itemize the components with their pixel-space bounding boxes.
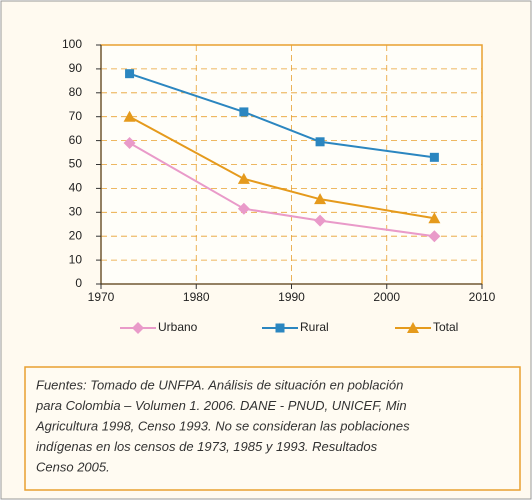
marker: [428, 230, 441, 243]
marker: [428, 212, 441, 224]
legend-label: Rural: [300, 320, 329, 334]
y-tick-label: 20: [69, 228, 83, 242]
y-tick-label: 30: [69, 204, 83, 218]
legend-label: Total: [433, 320, 458, 334]
y-tick-label: 80: [69, 85, 83, 99]
marker: [314, 193, 327, 205]
x-tick-label: 2010: [469, 290, 496, 304]
marker: [237, 172, 250, 184]
x-tick-label: 1990: [278, 290, 305, 304]
y-tick-label: 100: [62, 37, 82, 51]
marker: [132, 322, 144, 334]
x-tick-label: 2000: [373, 290, 400, 304]
y-tick-label: 50: [69, 157, 83, 171]
series-line: [129, 142, 435, 238]
y-tick-label: 10: [69, 252, 83, 266]
source-text: para Colombia – Volumen 1. 2006. DANE - …: [35, 398, 407, 413]
marker: [315, 137, 325, 147]
y-tick-label: 60: [69, 133, 83, 147]
y-tick-label: 40: [69, 181, 83, 195]
marker: [407, 322, 419, 333]
marker: [314, 214, 327, 227]
x-tick-label: 1970: [88, 290, 115, 304]
marker: [123, 136, 136, 149]
y-tick-label: 70: [69, 109, 83, 123]
legend-label: Urbano: [158, 320, 198, 334]
source-text: Fuentes: Tomado de UNFPA. Análisis de si…: [36, 377, 403, 392]
marker: [125, 69, 135, 79]
source-text: Censo 2005.: [36, 459, 110, 474]
y-tick-label: 0: [75, 276, 82, 290]
marker: [429, 152, 439, 162]
marker: [275, 323, 285, 333]
marker: [237, 202, 250, 215]
source-text: indígenas en los censos de 1973, 1985 y …: [36, 439, 378, 454]
source-box: [24, 366, 521, 491]
series-line: [129, 115, 435, 220]
marker: [239, 107, 249, 117]
series-line: [129, 72, 435, 159]
x-tick-label: 1980: [183, 290, 210, 304]
y-tick-label: 90: [69, 61, 83, 75]
source-text: Agricultura 1998, Censo 1993. No se cons…: [35, 418, 410, 433]
marker: [123, 110, 136, 122]
